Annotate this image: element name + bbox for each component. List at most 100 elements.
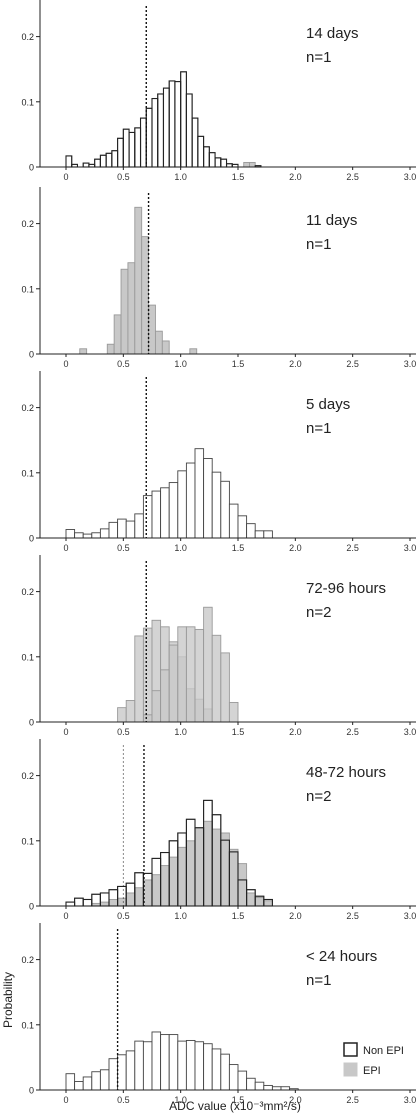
bar	[134, 1040, 144, 1091]
y-tick-label: 0.1	[21, 97, 34, 107]
bar	[134, 127, 141, 168]
x-tick-label: 1.0	[174, 359, 187, 369]
bar	[134, 513, 144, 539]
bar	[208, 152, 216, 168]
panel-subtitle: n=1	[306, 972, 331, 989]
x-tick-label: 0.5	[117, 172, 130, 182]
x-tick-label: 0.5	[117, 1095, 130, 1105]
x-tick-label: 0	[63, 543, 68, 553]
x-tick-label: 1.0	[174, 911, 187, 921]
bar	[180, 71, 187, 168]
x-tick-label: 1.5	[232, 1095, 245, 1105]
bar	[161, 340, 170, 355]
panel-6: 0 0.1 0.2 0 0.5 1.0 1.5 2.0 2.5 3.0 < 24 hours n=1	[21, 923, 416, 1105]
bar	[134, 887, 144, 907]
bar	[228, 1064, 239, 1091]
bar	[74, 897, 84, 907]
bar	[237, 863, 248, 907]
bar	[177, 626, 187, 723]
bar	[151, 690, 162, 723]
bar	[108, 899, 119, 907]
y-tick-label: 0	[29, 902, 34, 912]
bar	[185, 1039, 196, 1091]
y-tick-label: 0.2	[21, 32, 34, 42]
bar	[142, 1041, 153, 1091]
bar	[168, 644, 179, 723]
bar	[220, 1053, 230, 1091]
x-tick-label: 0	[63, 911, 68, 921]
y-tick-label: 0.1	[21, 836, 34, 846]
bar	[117, 137, 124, 168]
bar	[220, 832, 230, 907]
bar	[237, 1070, 248, 1091]
bar	[174, 81, 182, 168]
x-tick-label: 2.0	[289, 543, 302, 553]
bar	[246, 1077, 256, 1091]
bar	[128, 131, 136, 168]
bar	[106, 343, 115, 355]
bar	[117, 1054, 127, 1091]
y-tick-label: 0	[29, 163, 34, 173]
x-tick-label: 0	[63, 1095, 68, 1105]
panel-subtitle: n=1	[306, 49, 331, 66]
x-tick-label: 2.5	[346, 911, 359, 921]
bar	[99, 528, 110, 539]
x-tick-label: 1.5	[232, 727, 245, 737]
y-tick-label: 0.2	[21, 771, 34, 781]
panel-5: 0 0.1 0.2 0 0.5 1.0 1.5 2.0 2.5 3.0 48-72 hours n=2	[21, 739, 416, 921]
x-tick-label: 2.0	[289, 172, 302, 182]
bar	[117, 707, 127, 723]
bar	[148, 304, 156, 355]
bar	[99, 154, 107, 168]
bar	[163, 87, 170, 168]
x-tick-label: 1.5	[232, 359, 245, 369]
bar	[211, 471, 222, 539]
y-tick-label: 0.1	[21, 284, 34, 294]
x-tick-label: 1.5	[232, 911, 245, 921]
bar	[211, 634, 222, 723]
bar	[125, 1050, 136, 1091]
bar	[246, 892, 256, 907]
bar	[160, 487, 170, 539]
x-tick-label: 3.0	[404, 172, 417, 182]
x-tick-label: 2.5	[346, 727, 359, 737]
bar	[151, 874, 162, 907]
legend-label-epi: EPI	[363, 1065, 381, 1077]
bar	[220, 652, 230, 723]
bar	[194, 628, 205, 723]
x-tick-label: 3.0	[404, 727, 417, 737]
bar	[82, 533, 93, 539]
bar	[94, 158, 101, 168]
bar	[160, 865, 170, 907]
panel-title: 14 days	[306, 25, 359, 42]
y-tick-label: 0.1	[21, 1020, 34, 1030]
bar	[120, 268, 129, 355]
x-tick-label: 1.5	[232, 172, 245, 182]
bar	[125, 892, 136, 907]
bar	[74, 532, 84, 539]
x-tick-label: 0.5	[117, 727, 130, 737]
bar	[185, 93, 193, 168]
bar	[203, 606, 213, 723]
x-tick-label: 2.5	[346, 543, 359, 553]
bar	[122, 128, 130, 168]
bar	[228, 503, 239, 539]
bar	[82, 1076, 93, 1091]
x-tick-label: 0	[63, 727, 68, 737]
bar	[82, 899, 93, 907]
bar	[134, 635, 144, 723]
bar	[243, 161, 250, 168]
x-tick-label: 1.0	[174, 727, 187, 737]
x-tick-label: 2.5	[346, 1095, 359, 1105]
bar	[168, 80, 176, 168]
bar	[254, 530, 265, 539]
bar	[142, 495, 153, 539]
bar	[127, 262, 136, 355]
panel-1: 0 0.1 0.2 0 0.5 1.0 1.5 2.0 2.5 3.0 14 days n=1	[21, 0, 416, 182]
y-tick-label: 0	[29, 350, 34, 360]
bar	[177, 1040, 187, 1091]
bar	[194, 1041, 205, 1091]
bar	[141, 236, 150, 355]
bar	[160, 1034, 170, 1091]
bar	[145, 107, 153, 168]
